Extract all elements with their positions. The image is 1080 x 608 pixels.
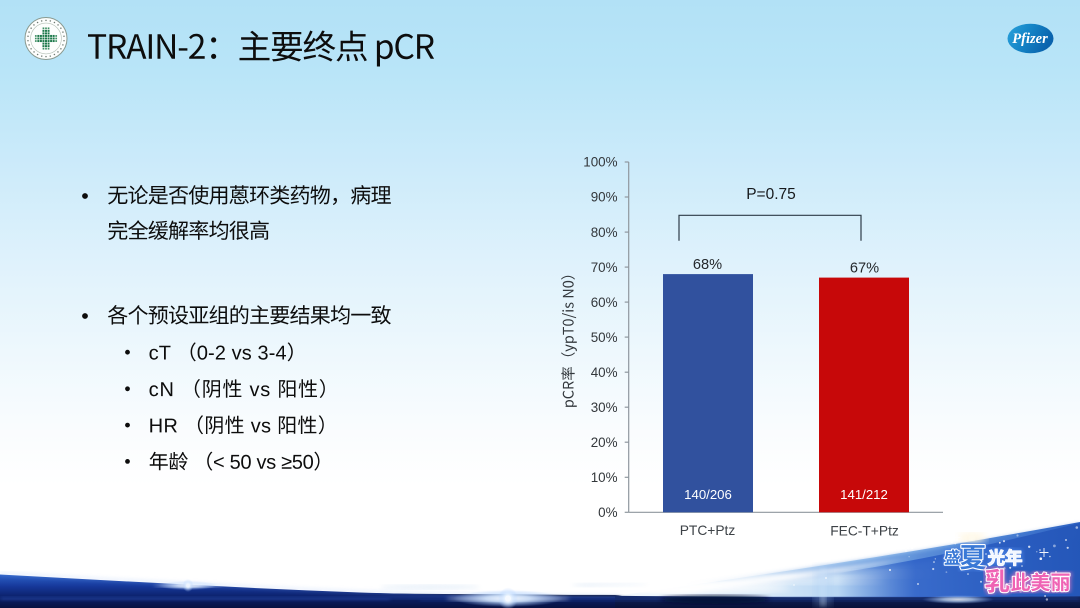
svg-text:141/212: 141/212 xyxy=(840,487,888,502)
svg-text:67%: 67% xyxy=(850,260,879,276)
svg-text:80%: 80% xyxy=(591,225,618,240)
svg-text:10%: 10% xyxy=(591,470,618,485)
svg-text:50%: 50% xyxy=(591,330,618,345)
svg-text:PTC+Ptz: PTC+Ptz xyxy=(680,523,736,538)
svg-text:140/206: 140/206 xyxy=(684,487,732,502)
svg-text:68%: 68% xyxy=(693,257,722,273)
svg-text:100%: 100% xyxy=(583,155,617,170)
svg-text:Pfizer: Pfizer xyxy=(1012,31,1048,47)
svg-text:FEC-T+Ptz: FEC-T+Ptz xyxy=(830,523,899,538)
svg-text:P=0.75: P=0.75 xyxy=(746,186,796,203)
svg-text:30%: 30% xyxy=(591,400,618,415)
svg-text:40%: 40% xyxy=(591,365,618,380)
svg-text:70%: 70% xyxy=(591,260,618,275)
svg-text:0%: 0% xyxy=(598,505,617,520)
svg-text:60%: 60% xyxy=(591,295,618,310)
svg-text:20%: 20% xyxy=(591,435,618,450)
svg-text:90%: 90% xyxy=(591,190,618,205)
